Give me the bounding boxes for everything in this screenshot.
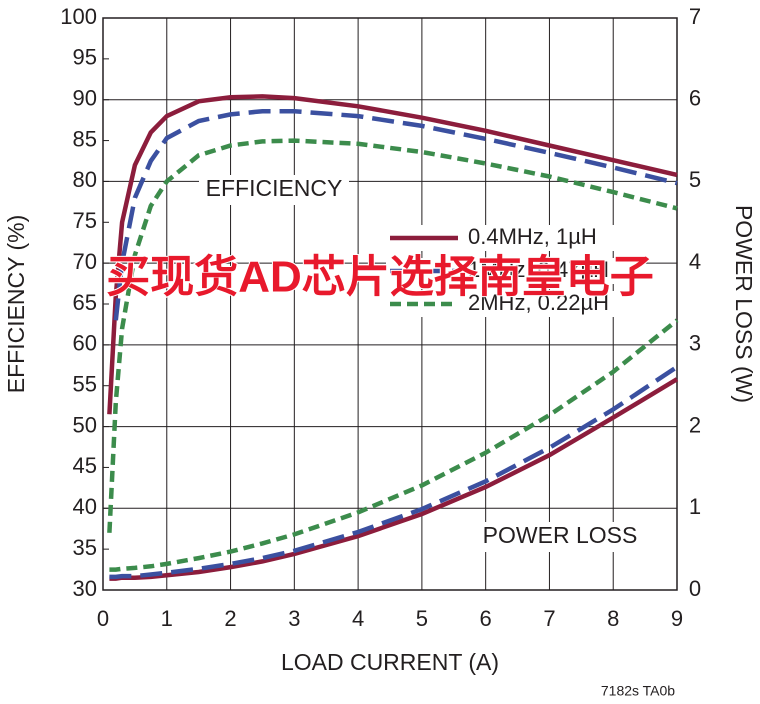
series-line: [107, 94, 678, 415]
y-tick-label: 70: [73, 249, 97, 274]
legend-label: 1MHz, 0.47µH: [468, 257, 609, 282]
y2-tick-label: 0: [689, 576, 701, 601]
x-tick-label: 7: [543, 606, 555, 631]
series-line: [109, 318, 679, 572]
y2-tick-label: 2: [689, 412, 701, 437]
y-tick-label: 85: [73, 126, 97, 151]
y-tick-label: 30: [73, 576, 97, 601]
y2-tick-label: 1: [689, 494, 701, 519]
series-line: [109, 365, 679, 580]
series-line: [107, 138, 678, 533]
y-tick-label: 75: [73, 208, 97, 233]
legend-label: 0.4MHz, 1µH: [468, 224, 597, 249]
x-tick-label: 2: [224, 606, 236, 631]
y2-tick-label: 4: [689, 249, 701, 274]
y-tick-label: 60: [73, 331, 97, 356]
annotation: 7182s TA0b: [601, 683, 675, 699]
y-tick-label: 80: [73, 167, 97, 192]
series-line: [113, 108, 678, 321]
annotation-bg: [199, 175, 349, 205]
y-tick-label: 95: [73, 45, 97, 70]
x-tick-label: 6: [480, 606, 492, 631]
y-tick-label: 100: [60, 4, 97, 29]
y-tick-label: 55: [73, 372, 97, 397]
legend-item: 0.4MHz, 1µH: [386, 224, 640, 251]
y2-tick-label: 5: [689, 167, 701, 192]
x-axis-title: LOAD CURRENT (A): [281, 649, 499, 675]
annotation-bg: [485, 522, 635, 552]
annotation: 买现货AD芯片选择南皇电子: [106, 253, 654, 302]
y-axis-title: EFFICIENCY (%): [3, 215, 29, 393]
y-tick-label: 90: [73, 86, 97, 111]
y-tick-label: 35: [73, 535, 97, 560]
y-tick-label: 40: [73, 494, 97, 519]
x-tick-label: 1: [161, 606, 173, 631]
x-tick-label: 3: [288, 606, 300, 631]
y2-tick-label: 6: [689, 86, 701, 111]
y2-axis-title: POWER LOSS (W): [731, 205, 757, 403]
y-tick-label: 45: [73, 453, 97, 478]
y2-tick-label: 7: [689, 4, 701, 29]
y-tick-label: 50: [73, 412, 97, 437]
y-tick-label: 65: [73, 290, 97, 315]
x-tick-label: 5: [416, 606, 428, 631]
x-tick-label: 8: [607, 606, 619, 631]
legend-label: 2MHz, 0.22µH: [468, 290, 609, 315]
legend-item: 2MHz, 0.22µH: [386, 290, 640, 317]
annotation: POWER LOSS: [483, 522, 638, 548]
plot-frame: [102, 17, 678, 591]
x-tick-label: 9: [671, 606, 683, 631]
annotation: EFFICIENCY: [206, 175, 343, 201]
y2-tick-label: 3: [689, 331, 701, 356]
x-tick-label: 0: [97, 606, 109, 631]
legend-item: 1MHz, 0.47µH: [386, 257, 640, 284]
x-tick-label: 4: [352, 606, 364, 631]
